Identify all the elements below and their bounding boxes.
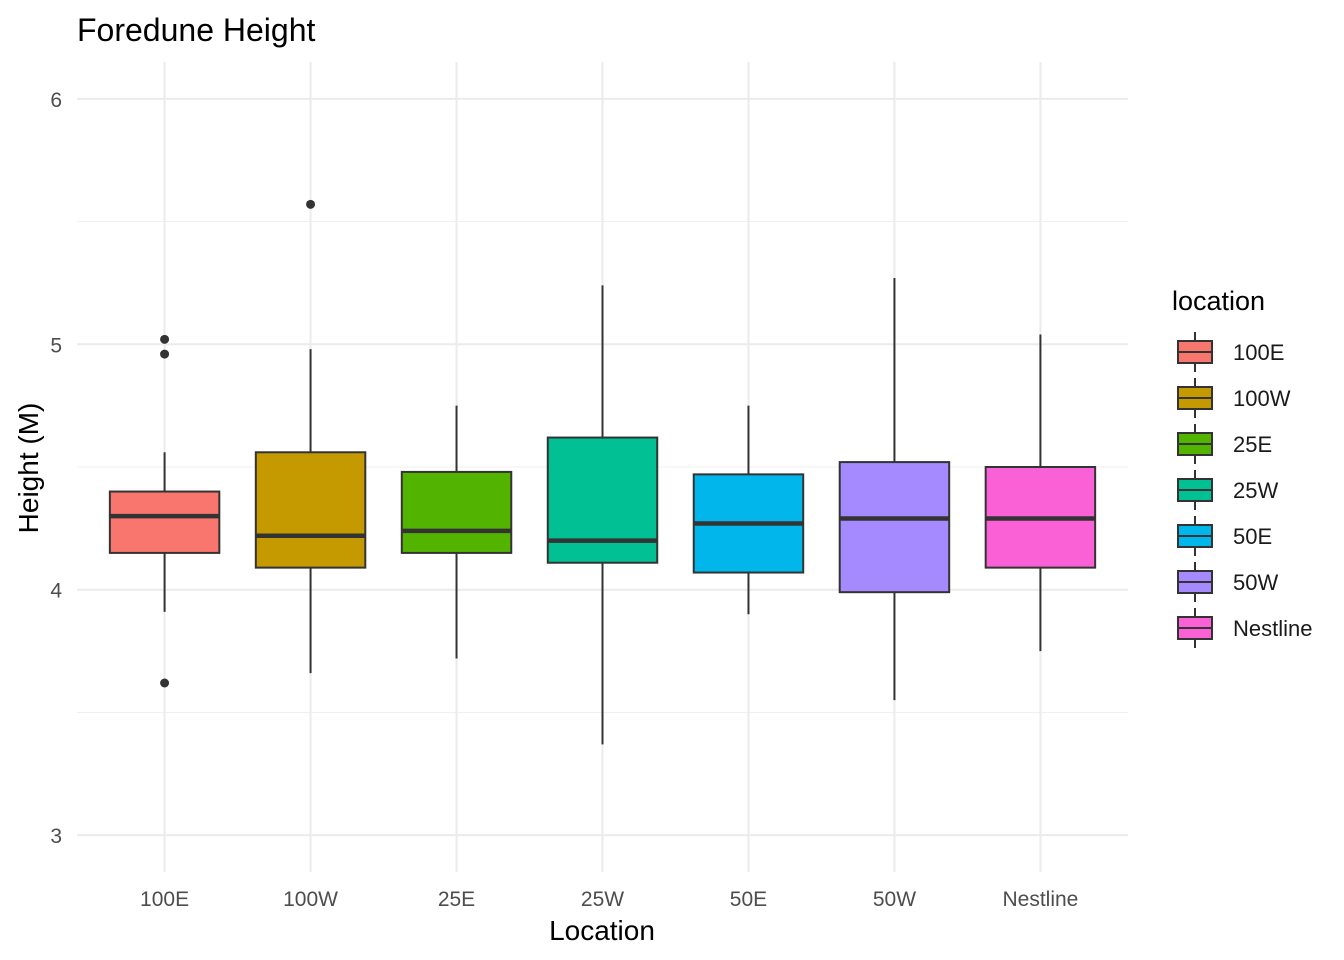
legend-label: 50E: [1233, 524, 1272, 549]
box-100e: [108, 334, 221, 688]
box-50w: [838, 278, 951, 701]
y-tick-label: 6: [50, 89, 62, 112]
legend-item-nestline: Nestline: [1177, 608, 1312, 648]
y-axis-title: Height (M): [13, 403, 44, 534]
box-25w: [546, 285, 659, 745]
legend-item-100e: 100E: [1177, 332, 1284, 372]
x-tick-label: 50E: [730, 888, 767, 911]
outlier-point: [160, 349, 170, 359]
outlier-point: [160, 334, 170, 344]
y-axis-ticks: 3 4 5 6: [50, 89, 62, 848]
legend-label: 25E: [1233, 432, 1272, 457]
box-100w: [254, 199, 367, 674]
legend-label: Nestline: [1233, 616, 1312, 641]
chart-title: Foredune Height: [77, 12, 315, 48]
legend-item-50w: 50W: [1177, 562, 1278, 602]
outlier-point: [306, 199, 316, 209]
outlier-point: [160, 678, 170, 688]
box-50e: [692, 405, 805, 615]
legend-label: 25W: [1233, 478, 1278, 503]
x-tick-label: 25E: [438, 888, 475, 911]
legend-item-100w: 100W: [1177, 378, 1291, 418]
x-tick-label: Nestline: [1002, 888, 1078, 911]
box-25e: [400, 405, 513, 659]
legend-item-50e: 50E: [1177, 516, 1272, 556]
legend-label: 100E: [1233, 340, 1284, 365]
x-tick-label: 50W: [873, 888, 916, 911]
x-axis-ticks: 100E 100W 25E 25W 50E 50W Nestline: [140, 888, 1078, 911]
box-nestline: [984, 334, 1097, 652]
box-iqr: [546, 436, 659, 564]
legend-label: 100W: [1233, 386, 1291, 411]
legend-item-25e: 25E: [1177, 424, 1272, 464]
legend-label: 50W: [1233, 570, 1278, 595]
legend-item-25w: 25W: [1177, 470, 1278, 510]
x-tick-label: 100W: [283, 888, 338, 911]
box-iqr: [838, 461, 951, 594]
x-axis-title: Location: [549, 915, 655, 946]
y-tick-label: 3: [50, 825, 62, 848]
y-tick-label: 4: [50, 580, 62, 603]
legend-title: location: [1172, 286, 1265, 316]
x-tick-label: 100E: [140, 888, 189, 911]
y-tick-label: 5: [50, 334, 62, 357]
x-tick-label: 25W: [581, 888, 624, 911]
boxes: [108, 199, 1097, 745]
box-iqr: [400, 470, 513, 554]
box-iqr: [108, 490, 221, 554]
legend: location 100E 100W 25E 25W 50E 50W Nestline: [1172, 286, 1312, 648]
box-iqr: [254, 451, 367, 569]
